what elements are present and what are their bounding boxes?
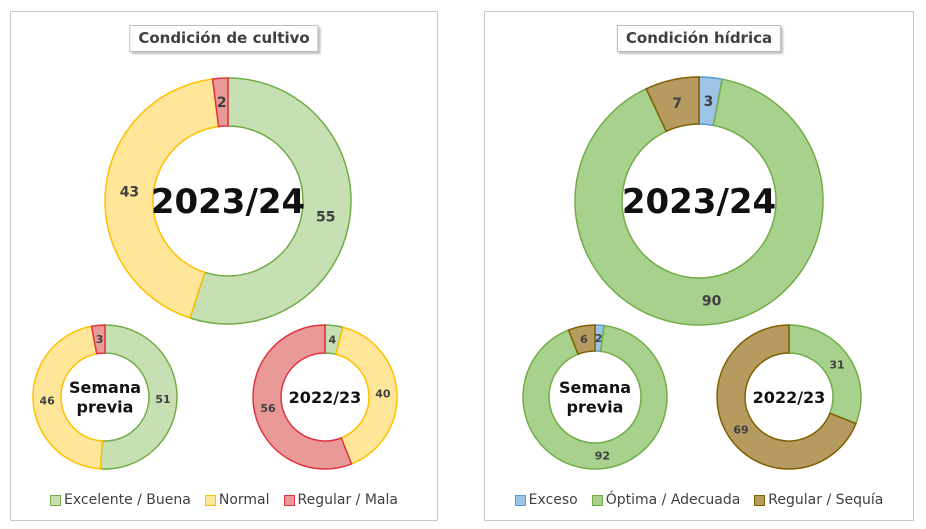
legend-swatch — [591, 494, 603, 506]
legend-label: Regular / Mala — [297, 492, 398, 508]
legend-swatch — [283, 494, 295, 506]
slice-regular-mala — [252, 324, 353, 470]
slice-regular-sequía — [645, 76, 700, 133]
slice-normal — [32, 325, 104, 470]
donut-center-label: 2023/24 — [151, 182, 305, 222]
slice-regular-sequía — [567, 324, 596, 356]
legend-swatch — [514, 494, 526, 506]
slice-value-label: 56 — [260, 402, 276, 415]
slice-óptima-adecuada — [788, 324, 862, 425]
slice-normal — [104, 78, 220, 319]
donut-current: 55 43 2 2023/24 — [104, 77, 352, 325]
legend-label: Regular / Sequía — [768, 492, 884, 508]
legend-swatch — [50, 494, 62, 506]
legend-label: Excelente / Buena — [64, 492, 191, 508]
slice-value-label: 2 — [217, 95, 227, 111]
donut-center-label: 2022/23 — [753, 388, 826, 407]
legend-item: Exceso — [514, 492, 578, 508]
slice-normal — [335, 326, 398, 465]
slice-excelente-buena — [189, 77, 352, 325]
legend-label: Exceso — [528, 492, 578, 508]
donut-previous-season: 4 40 56 2022/23 — [252, 324, 398, 470]
slice-value-label: 51 — [155, 393, 170, 406]
slice-value-label: 40 — [375, 387, 391, 400]
slice-value-label: 7 — [672, 96, 682, 112]
legend-label: Normal — [218, 492, 270, 508]
legend-item: Normal — [204, 492, 270, 508]
legend-item: Óptima / Adecuada — [591, 492, 741, 508]
slice-value-label: 55 — [316, 210, 335, 226]
donut-center-label: previa — [567, 397, 624, 416]
slice-value-label: 4 — [328, 333, 336, 346]
crop-condition-panel: Condición de cultivo 55 43 2 2023/24 51 46 3 Se… — [10, 11, 438, 521]
slice-value-label: 31 — [829, 358, 844, 371]
legend-item: Regular / Sequía — [754, 492, 883, 508]
slice-óptima-adecuada — [574, 78, 824, 326]
slice-regular-mala — [211, 77, 229, 128]
water-condition-panel: Condición hídrica 3 90 7 2023/24 2 92 6 Semana p… — [484, 11, 914, 521]
slice-value-label: 46 — [39, 395, 55, 408]
slice-excelente-buena — [99, 324, 178, 470]
legend-swatch — [204, 494, 216, 506]
slice-value-label: 90 — [702, 294, 722, 310]
slice-value-label: 3 — [704, 94, 714, 110]
water-condition-legend: Exceso Óptima / Adecuada Regular / Sequía — [485, 492, 913, 508]
slice-value-label: 69 — [733, 424, 748, 437]
donut-center-label: 2023/24 — [622, 182, 776, 222]
legend-swatch — [754, 494, 766, 506]
crop-condition-legend: Excelente / Buena Normal Regular / Mala — [11, 492, 437, 508]
donut-current: 3 90 7 2023/24 — [574, 76, 824, 326]
legend-label: Óptima / Adecuada — [605, 492, 741, 508]
slice-value-label: 92 — [595, 449, 610, 462]
slice-regular-mala — [90, 324, 106, 355]
legend-item: Regular / Mala — [283, 492, 398, 508]
slice-value-label: 43 — [120, 185, 139, 201]
slice-value-label: 6 — [580, 333, 588, 346]
slice-óptima-adecuada — [522, 324, 668, 470]
donut-previous-season: 31 69 2022/23 — [716, 324, 862, 470]
water-condition-title: Condición hídrica — [616, 25, 782, 52]
donut-center-label: previa — [77, 397, 134, 416]
legend-item: Excelente / Buena — [50, 492, 191, 508]
slice-value-label: 2 — [595, 332, 603, 345]
donut-center-label: 2022/23 — [289, 388, 362, 407]
donut-center-label: Semana — [559, 378, 631, 397]
slice-regular-sequía — [716, 324, 857, 470]
slice-value-label: 3 — [96, 333, 104, 346]
donut-center-label: Semana — [69, 378, 141, 397]
crop-condition-title: Condición de cultivo — [129, 25, 319, 52]
